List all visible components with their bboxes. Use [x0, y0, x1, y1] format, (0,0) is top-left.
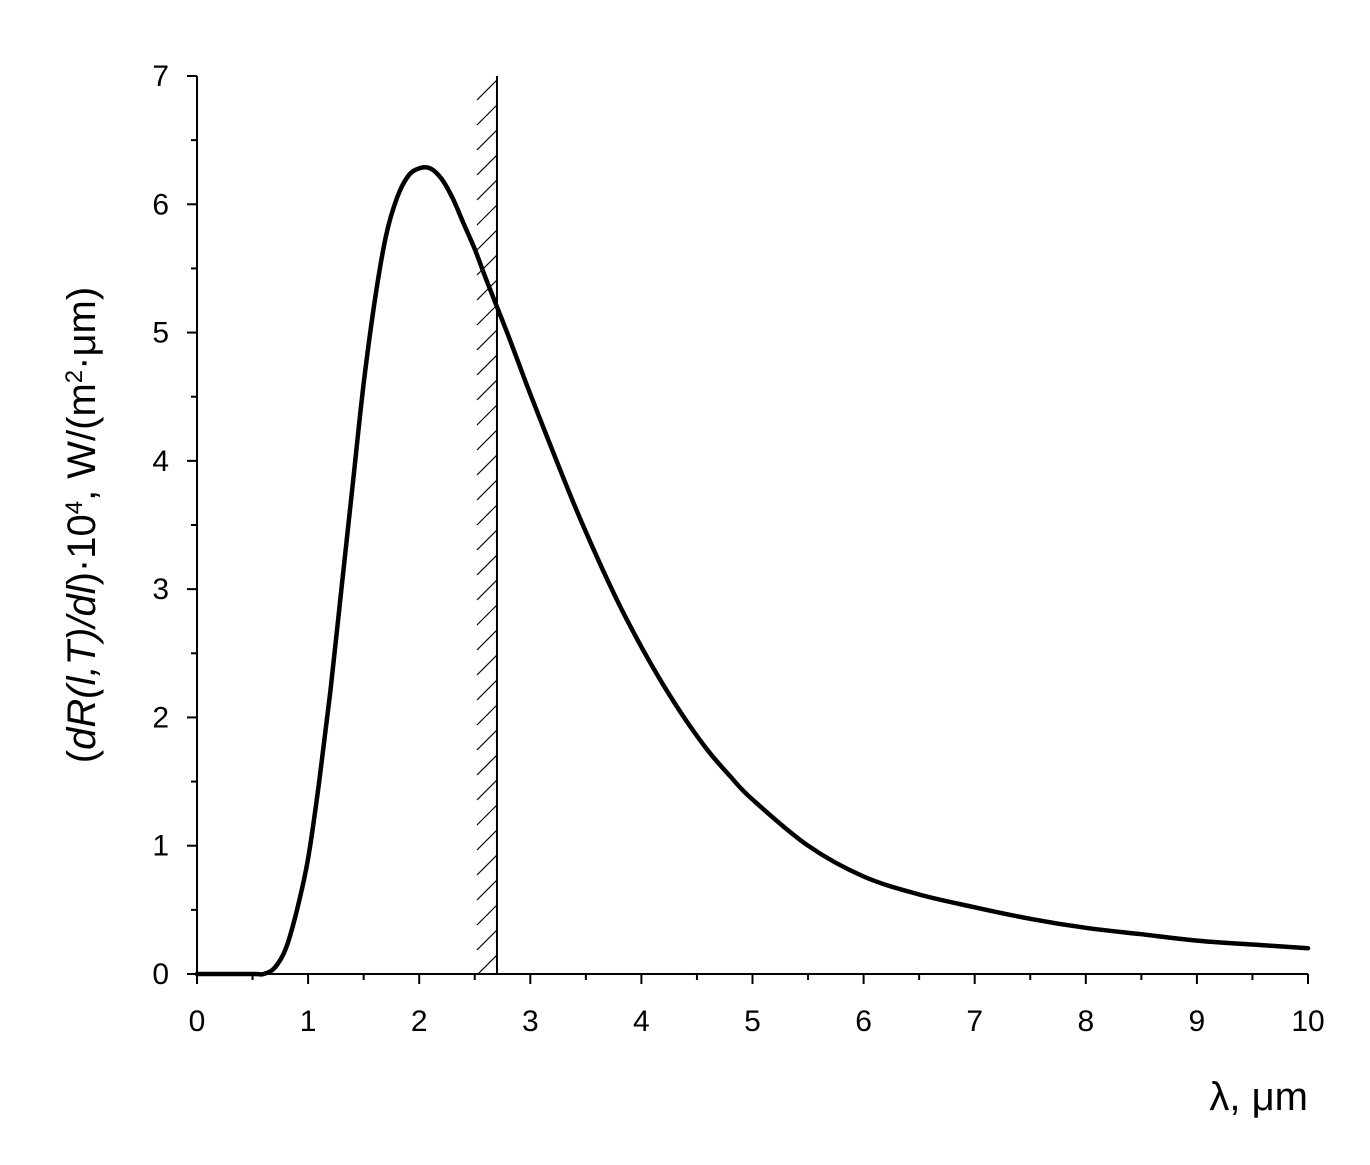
- hatch-mark: [476, 879, 498, 901]
- y-axis-title-part: )·10: [60, 514, 104, 585]
- hatch-mark: [476, 829, 498, 851]
- y-axis-title-part: (: [60, 749, 104, 763]
- hatch-mark: [476, 604, 498, 626]
- x-tick-label: 8: [1077, 1005, 1094, 1038]
- x-tick-label: 7: [966, 1005, 983, 1038]
- y-axis-title-exponent: 2: [61, 370, 88, 383]
- hatch-mark: [476, 704, 498, 726]
- hatch-mark: [476, 904, 498, 926]
- hatch-mark: [476, 104, 498, 126]
- x-tick-label: 3: [522, 1005, 539, 1038]
- x-tick-label: 10: [1291, 1005, 1324, 1038]
- y-axis-title-part: , W/(m: [60, 383, 104, 501]
- hatch-mark: [476, 729, 498, 751]
- hatch-mark: [476, 804, 498, 826]
- y-tick-label: 2: [152, 701, 169, 734]
- hatch-mark: [476, 929, 498, 951]
- hatch-mark: [476, 504, 498, 526]
- hatch-mark: [476, 754, 498, 776]
- x-tick-label: 1: [300, 1005, 317, 1038]
- y-tick-label: 4: [152, 445, 169, 478]
- hatch-mark: [476, 654, 498, 676]
- x-tick-label: 5: [744, 1005, 761, 1038]
- hatch-mark: [476, 129, 498, 151]
- hatch-mark: [476, 304, 498, 326]
- y-tick-label: 7: [152, 60, 169, 93]
- hatch-mark: [476, 679, 498, 701]
- hatch-mark: [476, 354, 498, 376]
- x-tick-label: 9: [1189, 1005, 1206, 1038]
- y-axis-title-part: dR(l,T)/dl: [60, 584, 104, 750]
- hatch-mark: [476, 279, 498, 301]
- hatch-mark: [476, 254, 498, 276]
- hatch-mark: [476, 479, 498, 501]
- series-line: [194, 165, 1311, 977]
- hatch-mark: [476, 554, 498, 576]
- hatch-mark: [476, 229, 498, 251]
- y-axis-title-part: ·μm): [60, 287, 104, 370]
- hatch-mark: [476, 379, 498, 401]
- hatch-mark: [476, 404, 498, 426]
- hatch-mark: [476, 329, 498, 351]
- hatch-mark: [476, 579, 498, 601]
- hatch-mark: [476, 454, 498, 476]
- x-tick-label: 6: [855, 1005, 872, 1038]
- x-tick-label: 4: [633, 1005, 650, 1038]
- y-tick-label: 0: [152, 958, 169, 991]
- svg-text:(dR(l,T)/dl)·104, W/(m2·μm): (dR(l,T)/dl)·104, W/(m2·μm): [60, 287, 104, 763]
- y-tick-label: 5: [152, 317, 169, 350]
- hatch-mark: [476, 179, 498, 201]
- plot-area: 0 1 2 3 4 5 6 7 8 9 10 0 1 2 3 4 5 6 7: [152, 60, 1324, 1038]
- x-tick-label: 2: [411, 1005, 428, 1038]
- hatch-mark: [476, 154, 498, 176]
- hatch-mark: [476, 779, 498, 801]
- x-axis-title: λ, μm: [1209, 1075, 1308, 1119]
- hatch-mark: [476, 954, 498, 976]
- hatch-mark: [476, 854, 498, 876]
- hatch-mark: [476, 429, 498, 451]
- y-axis-title-exponent: 4: [61, 501, 88, 514]
- hatch-mark: [476, 629, 498, 651]
- y-tick-label: 3: [152, 573, 169, 606]
- y-tick-label: 6: [152, 188, 169, 221]
- y-tick-label: 1: [152, 830, 169, 863]
- x-tick-label: 0: [189, 1005, 206, 1038]
- hatch-mark: [476, 204, 498, 226]
- hatch-mark: [476, 79, 498, 101]
- y-axis-title: (dR(l,T)/dl)·104, W/(m2·μm): [60, 287, 104, 763]
- hatch-mark: [476, 529, 498, 551]
